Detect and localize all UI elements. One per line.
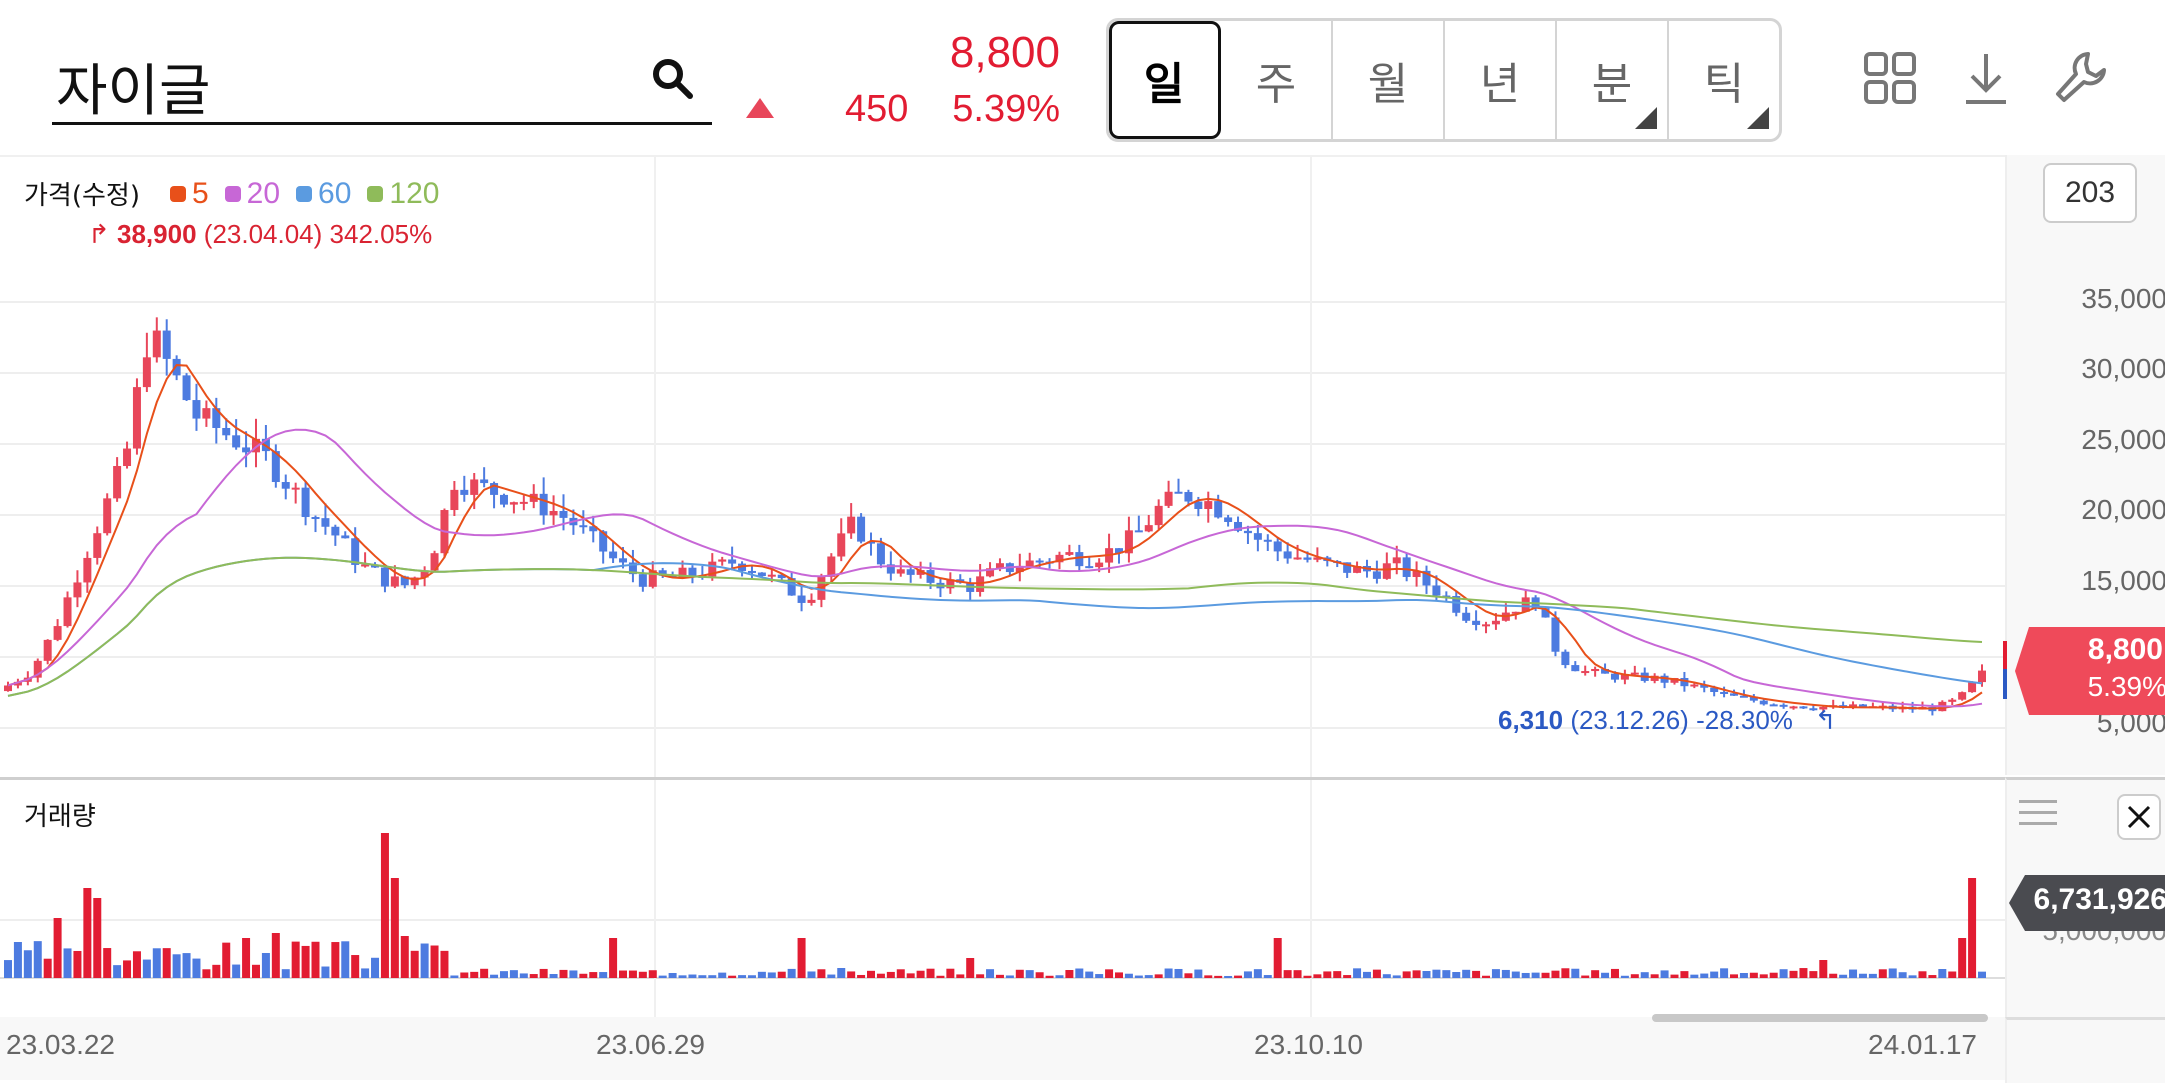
price-summary: 8,800 450 5.39% [740,28,1060,138]
submenu-corner-icon [1635,107,1657,129]
candle-count-box[interactable]: 203 [2043,163,2137,223]
axis-corner [2005,1017,2165,1083]
legend-swatch [367,185,384,202]
price-panel-title: 가격(수정) [24,181,140,211]
download-icon[interactable] [1958,50,2014,106]
legend-swatch [296,185,313,202]
period-tab-4[interactable]: 분 [1557,21,1669,139]
x-label: 23.03.22 [6,1029,115,1060]
y-label: 20,000 [2081,494,2165,525]
close-volume-button[interactable] [2117,794,2161,840]
period-tab-5[interactable]: 틱 [1669,21,1779,139]
current-volume-tag: 6,731,926 [2009,875,2165,931]
y-label: 25,000 [2081,424,2165,455]
horizontal-scrollbar[interactable] [1652,1014,1988,1022]
submenu-corner-icon [1747,107,1769,129]
high-annotation: ↱ 38,900 (23.04.04) 342.05% [88,219,433,249]
low-annotation: 6,310 (23.12.26) -28.30% ↰ [1498,705,1837,735]
last-candle-marker-down [2003,669,2007,699]
legend-swatch [169,185,186,202]
y-label: 35,000 [2081,283,2165,314]
volume-panel-title: 거래량 [24,802,96,832]
period-tab-1[interactable]: 주 [1221,21,1333,139]
volume-y-axis: 5,000,000 6,731,926 [2005,777,2165,1020]
last-candle-marker-up [2003,641,2007,669]
period-tab-0[interactable]: 일 [1109,21,1221,139]
price-change: 450 [845,88,909,130]
price-chart-panel[interactable]: 가격(수정) 5 20 60 120 ↱ 38,900 (23.04.04) 342.… [0,155,2005,777]
period-tab-3[interactable]: 년 [1445,21,1557,139]
menu-icon[interactable] [2017,796,2059,830]
legend-ma-5[interactable]: 5 [169,177,209,211]
period-tab-2[interactable]: 월 [1333,21,1445,139]
legend-ma-20[interactable]: 20 [224,177,280,211]
wrench-icon[interactable] [2052,50,2108,106]
search-icon[interactable] [648,54,696,102]
volume-chart-panel[interactable]: 거래량 [0,777,2005,1020]
current-price-tag: 8,800 5.39% [2015,627,2165,715]
close-icon [2127,805,2151,829]
legend-swatch [224,185,241,202]
current-price: 8,800 [949,28,1060,77]
legend-ma-60[interactable]: 60 [296,177,351,211]
stock-name: 자이글 [56,59,211,124]
legend-ma-120[interactable]: 120 [367,177,439,211]
x-label: 23.06.29 [596,1029,705,1060]
layout-grid-icon[interactable] [1862,50,1918,106]
y-label: 30,000 [2081,353,2165,384]
stock-search-field[interactable]: 자이글 [52,40,712,125]
price-change-pct: 5.39% [952,88,1060,130]
candlestick-chart[interactable] [0,157,2005,777]
up-arrow-icon [746,98,774,118]
x-label: 24.01.17 [1868,1029,1977,1060]
chart-legend: 가격(수정) 5 20 60 120 [24,175,455,212]
time-axis[interactable]: 23.03.22 23.06.29 23.10.10 24.01.17 [0,1017,2005,1080]
y-label: 15,000 [2081,565,2165,596]
x-label: 23.10.10 [1254,1029,1363,1060]
volume-bars[interactable] [0,780,2005,1020]
price-y-axis[interactable]: 203 35,000 30,000 25,000 20,000 15,000 5… [2003,155,2165,775]
